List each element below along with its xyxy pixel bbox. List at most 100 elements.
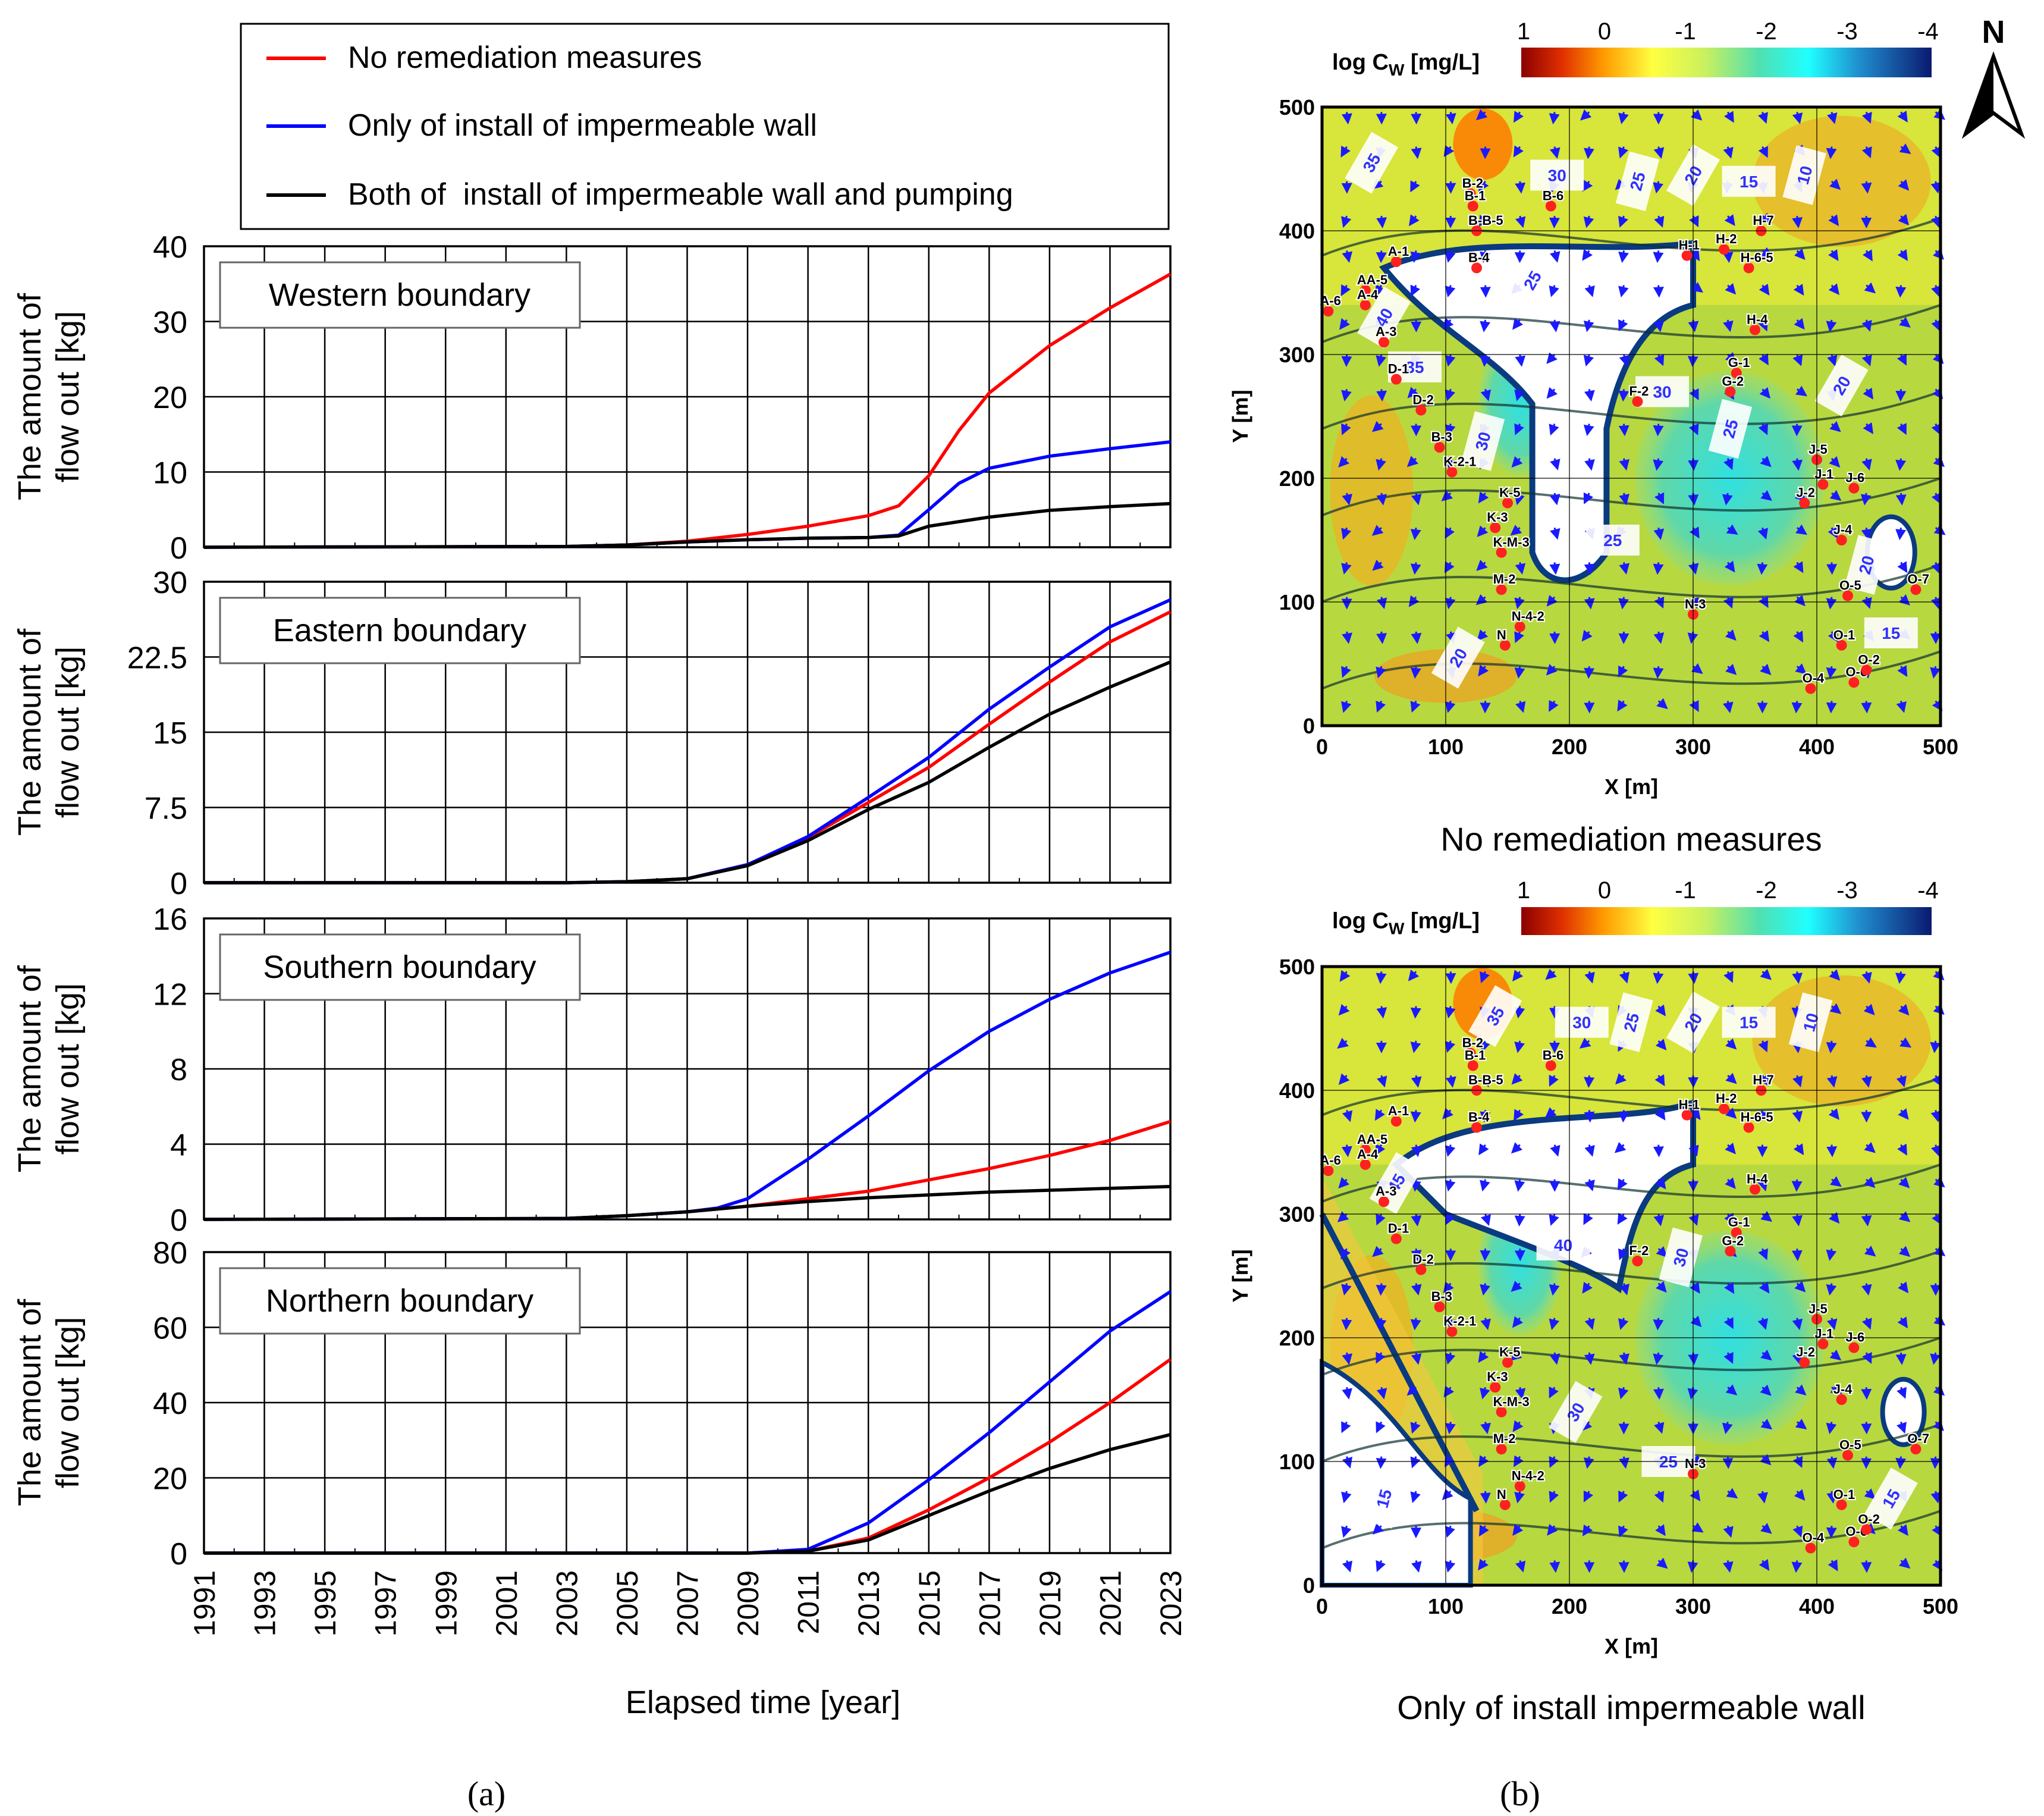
well-label: N-3	[1685, 597, 1706, 611]
well-label: B-B-5	[1468, 213, 1503, 228]
well-label: D-2	[1412, 1252, 1433, 1267]
well-marker	[1446, 1326, 1458, 1337]
map-y-axis-label: Y [m]	[1228, 390, 1252, 443]
well-marker	[1861, 664, 1872, 676]
y-tick-label: 4	[170, 1128, 187, 1163]
y-tick-label: 20	[153, 381, 187, 415]
well-label: AA-5	[1357, 272, 1387, 287]
well-label: H-7	[1753, 1072, 1773, 1087]
x-tick-label: 2023	[1154, 1570, 1188, 1636]
well-marker	[1545, 200, 1556, 212]
well-marker	[1861, 1524, 1872, 1535]
well-marker	[1323, 1165, 1334, 1177]
well-marker	[1390, 256, 1402, 267]
y-tick-label: 20	[153, 1462, 187, 1497]
well-label: H-4	[1747, 312, 1768, 327]
well-marker	[1805, 1542, 1816, 1554]
panel-title: Northern boundary	[266, 1283, 533, 1319]
well-label: O-2	[1858, 1511, 1880, 1526]
map-y-tick-label: 0	[1303, 1573, 1315, 1598]
well-marker	[1499, 1499, 1511, 1510]
y-tick-label: 7.5	[145, 792, 187, 826]
well-label: J-1	[1814, 1326, 1833, 1341]
y-axis-label-line2: flow out [kg]	[50, 647, 86, 818]
head-label: 30	[1572, 1014, 1591, 1032]
well-label: H-4	[1747, 1171, 1768, 1186]
map-y-axis-label: Y [m]	[1228, 1249, 1252, 1302]
y-tick-label: 22.5	[127, 641, 187, 676]
y-axis-label-line1: The amount of	[12, 1299, 48, 1506]
well-label: H-1	[1679, 238, 1700, 253]
well-marker	[1842, 1450, 1853, 1461]
north-arrow-fill	[1965, 57, 1993, 134]
well-label: G-2	[1722, 374, 1744, 388]
series-line-000000	[203, 501, 1171, 549]
map-x-tick-label: 200	[1552, 1594, 1587, 1619]
well-marker	[1390, 374, 1402, 385]
well-label: A-4	[1357, 287, 1379, 302]
well-marker	[1750, 1184, 1760, 1195]
well-marker	[1490, 522, 1501, 534]
well-label: J-5	[1808, 442, 1828, 457]
well-marker	[1836, 639, 1847, 651]
y-tick-label: 16	[153, 902, 187, 937]
well-marker	[1848, 1536, 1860, 1548]
panel-b-label: (b)	[1500, 1774, 1540, 1813]
well-label: D-2	[1412, 393, 1433, 407]
map-y-tick-label: 100	[1279, 1450, 1315, 1474]
map-x-tick-label: 300	[1675, 1594, 1711, 1619]
well-marker	[1731, 1227, 1742, 1238]
well-marker	[1359, 1159, 1371, 1170]
well-label: B-6	[1543, 1047, 1563, 1062]
well-marker	[1910, 1444, 1921, 1455]
well-marker	[1379, 1196, 1389, 1207]
well-marker	[1467, 200, 1478, 212]
well-marker	[1545, 1060, 1556, 1071]
y-axis-label-line1: The amount of	[12, 293, 48, 500]
well-marker	[1496, 547, 1507, 558]
x-axis-label: Elapsed time [year]	[626, 1685, 900, 1720]
y-tick-label: 60	[153, 1312, 187, 1346]
well-label: J-1	[1814, 466, 1833, 481]
well-marker	[1502, 1357, 1513, 1368]
x-axis-tick-labels: 1991 1993 1995 1997 1999 2001 2003 2005 2007 2009…	[188, 1570, 1188, 1636]
well-label: G-1	[1728, 1215, 1750, 1230]
well-label: N	[1497, 1487, 1506, 1502]
y-axis-label-line2: flow out [kg]	[50, 311, 86, 482]
well-marker	[1379, 337, 1389, 348]
y-axis-label-line2: flow out [kg]	[50, 983, 86, 1155]
well-marker	[1681, 1109, 1693, 1121]
y-tick-label: 40	[153, 230, 187, 265]
x-tick-label: 2007	[671, 1570, 705, 1636]
map-y-tick-label: 300	[1279, 1202, 1315, 1227]
well-marker	[1719, 244, 1729, 255]
colorbar-tick-label: -1	[1675, 877, 1696, 904]
panel-title: Western boundary	[269, 277, 530, 313]
well-marker	[1471, 1122, 1482, 1133]
well-label: A-3	[1376, 324, 1396, 339]
colorbar-tick-label: 1	[1517, 18, 1530, 45]
well-label: D-1	[1388, 1221, 1409, 1236]
colorbar: log CW [mg/L] 1 0 -1 -2 -3 -4	[1332, 877, 1939, 938]
x-tick-label: 1993	[249, 1570, 282, 1636]
well-marker	[1719, 1103, 1729, 1115]
x-tick-label: 2013	[852, 1570, 886, 1636]
well-marker	[1848, 482, 1860, 494]
well-label: K-3	[1487, 510, 1508, 525]
panel-title-box: Northern boundary	[219, 1267, 581, 1335]
well-marker	[1836, 535, 1847, 545]
well-marker	[1725, 1246, 1736, 1257]
well-label: J-5	[1808, 1301, 1828, 1316]
y-tick-label: 0	[170, 531, 187, 566]
map-panel-1: log CW [mg/L]1 0 -1 -2 -3 -4 N35 30 25 20 15 104035…	[1228, 14, 2026, 858]
panel-title: Eastern boundary	[273, 613, 526, 648]
plot-frame	[203, 917, 1172, 1221]
map-x-tick-label: 400	[1799, 1594, 1835, 1619]
low-concentration-zone	[1379, 240, 1696, 584]
series-line-000000	[204, 660, 1172, 885]
x-tick-label: 2015	[913, 1570, 946, 1636]
series-line-000000	[204, 1433, 1171, 1555]
well-marker	[1836, 1499, 1847, 1510]
map-x-tick-label: 500	[1923, 735, 1958, 759]
